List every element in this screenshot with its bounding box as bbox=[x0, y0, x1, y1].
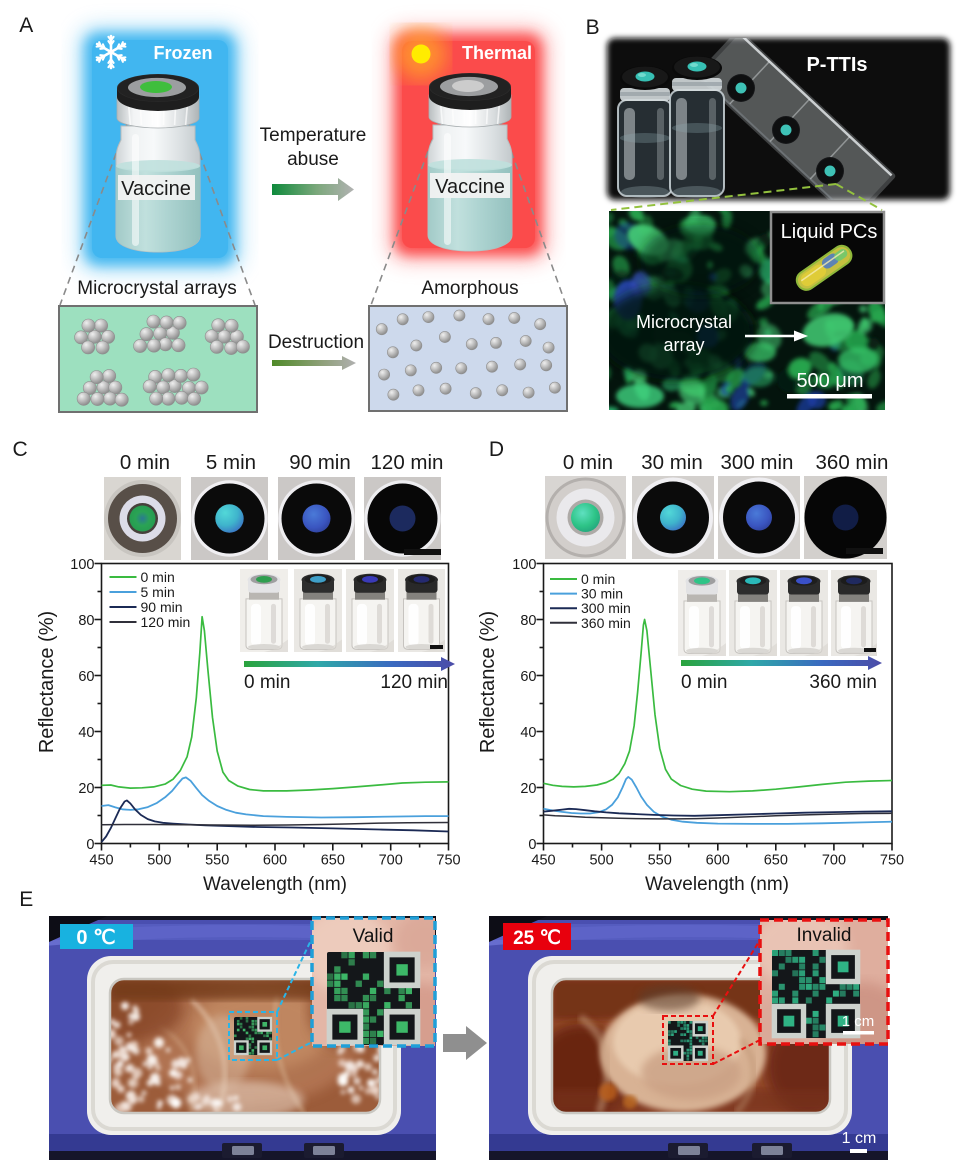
svg-text:0 min: 0 min bbox=[141, 569, 175, 585]
svg-text:25 ℃: 25 ℃ bbox=[513, 928, 561, 949]
svg-text:60: 60 bbox=[78, 669, 94, 685]
svg-text:Wavelength (nm): Wavelength (nm) bbox=[203, 874, 347, 895]
svg-text:5 min: 5 min bbox=[141, 584, 175, 600]
svg-text:Thermal: Thermal bbox=[462, 43, 532, 63]
svg-text:B: B bbox=[586, 16, 600, 39]
svg-text:360 min: 360 min bbox=[816, 451, 889, 474]
svg-text:100: 100 bbox=[70, 557, 94, 573]
svg-text:0: 0 bbox=[528, 837, 536, 853]
svg-text:750: 750 bbox=[436, 853, 460, 869]
svg-text:60: 60 bbox=[520, 669, 536, 685]
svg-text:Reflectance (%): Reflectance (%) bbox=[477, 611, 499, 753]
svg-text:D: D bbox=[489, 438, 504, 461]
svg-text:abuse: abuse bbox=[287, 149, 339, 170]
svg-text:120 min: 120 min bbox=[141, 614, 191, 630]
svg-text:700: 700 bbox=[379, 853, 403, 869]
svg-text:360 min: 360 min bbox=[809, 672, 877, 693]
svg-text:90 min: 90 min bbox=[141, 599, 183, 615]
svg-text:20: 20 bbox=[520, 781, 536, 797]
svg-text:500: 500 bbox=[589, 853, 613, 869]
svg-text:600: 600 bbox=[706, 853, 730, 869]
svg-text:90 min: 90 min bbox=[289, 451, 351, 474]
svg-text:550: 550 bbox=[648, 853, 672, 869]
svg-text:Invalid: Invalid bbox=[797, 925, 852, 946]
svg-text:500: 500 bbox=[147, 853, 171, 869]
svg-text:Valid: Valid bbox=[353, 926, 394, 947]
svg-text:1 cm: 1 cm bbox=[842, 1013, 875, 1030]
svg-text:500 μm: 500 μm bbox=[796, 370, 863, 392]
svg-text:650: 650 bbox=[321, 853, 345, 869]
svg-text:80: 80 bbox=[520, 613, 536, 629]
svg-text:30 min: 30 min bbox=[581, 586, 623, 602]
svg-text:0 min: 0 min bbox=[120, 451, 170, 474]
svg-text:0 min: 0 min bbox=[244, 672, 290, 693]
svg-text:0 ℃: 0 ℃ bbox=[76, 927, 115, 949]
svg-text:550: 550 bbox=[205, 853, 229, 869]
svg-text:Amorphous: Amorphous bbox=[421, 278, 518, 299]
svg-text:Microcrystal: Microcrystal bbox=[636, 312, 732, 332]
svg-text:Wavelength (nm): Wavelength (nm) bbox=[645, 874, 789, 895]
svg-text:120 min: 120 min bbox=[371, 451, 444, 474]
svg-text:40: 40 bbox=[520, 725, 536, 741]
svg-text:0 min: 0 min bbox=[681, 672, 727, 693]
svg-text:Microcrystal arrays: Microcrystal arrays bbox=[77, 278, 236, 299]
svg-text:120 min: 120 min bbox=[380, 672, 448, 693]
svg-text:650: 650 bbox=[764, 853, 788, 869]
svg-text:array: array bbox=[663, 335, 704, 355]
svg-text:360 min: 360 min bbox=[581, 615, 631, 631]
svg-text:Destruction: Destruction bbox=[268, 332, 364, 353]
svg-text:Vaccine: Vaccine bbox=[121, 178, 191, 200]
svg-text:Frozen: Frozen bbox=[153, 43, 212, 63]
svg-text:P-TTIs: P-TTIs bbox=[806, 54, 867, 76]
svg-text:20: 20 bbox=[78, 781, 94, 797]
svg-text:750: 750 bbox=[880, 853, 904, 869]
svg-text:Temperature: Temperature bbox=[260, 125, 367, 146]
svg-text:0: 0 bbox=[86, 837, 94, 853]
svg-text:0 min: 0 min bbox=[581, 571, 615, 587]
svg-text:1 cm: 1 cm bbox=[842, 1130, 877, 1147]
svg-text:0 min: 0 min bbox=[563, 451, 613, 474]
svg-text:5 min: 5 min bbox=[206, 451, 256, 474]
svg-text:300 min: 300 min bbox=[721, 451, 794, 474]
svg-text:100: 100 bbox=[512, 557, 536, 573]
svg-text:30 min: 30 min bbox=[641, 451, 703, 474]
svg-text:Reflectance (%): Reflectance (%) bbox=[36, 611, 58, 753]
svg-text:700: 700 bbox=[822, 853, 846, 869]
svg-text:40: 40 bbox=[78, 725, 94, 741]
svg-text:C: C bbox=[13, 438, 28, 461]
svg-text:80: 80 bbox=[78, 613, 94, 629]
svg-text:300 min: 300 min bbox=[581, 600, 631, 616]
svg-text:A: A bbox=[19, 14, 33, 37]
svg-text:450: 450 bbox=[531, 853, 555, 869]
svg-text:Liquid PCs: Liquid PCs bbox=[781, 221, 878, 243]
svg-text:Vaccine: Vaccine bbox=[435, 176, 505, 198]
svg-text:450: 450 bbox=[89, 853, 113, 869]
svg-text:600: 600 bbox=[263, 853, 287, 869]
svg-text:E: E bbox=[19, 888, 33, 911]
